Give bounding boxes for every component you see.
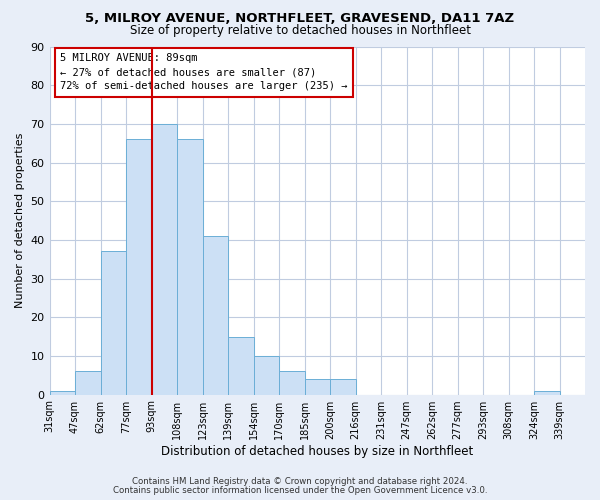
Bar bbox=[177, 140, 203, 394]
Bar bbox=[305, 379, 330, 394]
Text: Size of property relative to detached houses in Northfleet: Size of property relative to detached ho… bbox=[130, 24, 470, 37]
X-axis label: Distribution of detached houses by size in Northfleet: Distribution of detached houses by size … bbox=[161, 444, 473, 458]
Text: Contains public sector information licensed under the Open Government Licence v3: Contains public sector information licen… bbox=[113, 486, 487, 495]
Bar bbox=[75, 372, 101, 394]
Bar bbox=[534, 390, 560, 394]
Bar bbox=[228, 336, 254, 394]
Text: Contains HM Land Registry data © Crown copyright and database right 2024.: Contains HM Land Registry data © Crown c… bbox=[132, 477, 468, 486]
Y-axis label: Number of detached properties: Number of detached properties bbox=[15, 133, 25, 308]
Bar bbox=[152, 124, 177, 394]
Text: 5, MILROY AVENUE, NORTHFLEET, GRAVESEND, DA11 7AZ: 5, MILROY AVENUE, NORTHFLEET, GRAVESEND,… bbox=[85, 12, 515, 26]
Bar bbox=[126, 140, 152, 394]
Bar bbox=[279, 372, 305, 394]
Bar bbox=[50, 390, 75, 394]
Text: 5 MILROY AVENUE: 89sqm
← 27% of detached houses are smaller (87)
72% of semi-det: 5 MILROY AVENUE: 89sqm ← 27% of detached… bbox=[60, 54, 348, 92]
Bar bbox=[330, 379, 356, 394]
Bar bbox=[254, 356, 279, 395]
Bar bbox=[101, 252, 126, 394]
Bar bbox=[203, 236, 228, 394]
